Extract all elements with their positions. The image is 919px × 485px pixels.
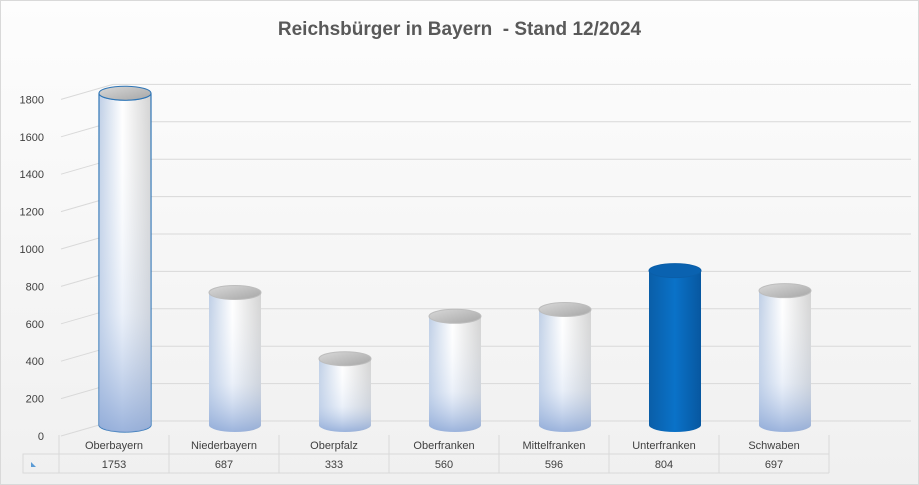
- bar-shade: [759, 290, 811, 432]
- data-label: 333: [325, 459, 343, 471]
- y-axis: 0 200 400 600 800 1000 1200 1400 1600 1800: [20, 94, 44, 443]
- bar-shade: [429, 316, 481, 432]
- x-tick-label: Oberbayern: [85, 440, 143, 452]
- bar-top: [428, 308, 482, 324]
- data-table: Oberbayern 1753 Niederbayern 687 Oberpfalz 33…: [22, 435, 830, 474]
- bar-shade: [319, 358, 371, 432]
- bar-shade: [209, 292, 261, 432]
- data-label: 596: [545, 459, 563, 471]
- x-tick-label: Schwaben: [748, 440, 799, 452]
- x-tick-label: Oberpfalz: [310, 440, 358, 452]
- bar-top: [318, 351, 372, 367]
- y-tick-label: 400: [26, 356, 44, 368]
- y-tick-label: 0: [38, 431, 44, 443]
- gridline-diag: [60, 83, 114, 100]
- y-tick-label: 1800: [20, 94, 44, 106]
- legend-key-icon: [31, 462, 36, 467]
- bar-top: [648, 263, 702, 279]
- y-tick-label: 1600: [20, 132, 44, 144]
- table-legend-cell: [22, 453, 60, 474]
- y-tick-label: 800: [26, 281, 44, 293]
- bar-top: [98, 85, 152, 101]
- bar-top: [208, 285, 262, 301]
- bar-top: [538, 302, 592, 318]
- y-tick-label: 1200: [20, 207, 44, 219]
- bar-top: [758, 283, 812, 299]
- x-tick-label: Niederbayern: [191, 440, 257, 452]
- bar-oberfranken: [428, 308, 482, 432]
- bar-mittelfranken: [538, 302, 592, 432]
- y-tick-label: 200: [26, 394, 44, 406]
- bar-unterfranken: [648, 263, 702, 432]
- y-tick-label: 600: [26, 319, 44, 331]
- chart-title: Reichsbürger in Bayern - Stand 12/2024: [277, 19, 642, 40]
- bar-body: [649, 270, 701, 432]
- x-tick-label: Unterfranken: [632, 440, 696, 452]
- data-label: 560: [435, 459, 453, 471]
- data-label: 687: [215, 459, 233, 471]
- y-tick-label: 1400: [20, 169, 44, 181]
- bars: [98, 85, 812, 433]
- data-label: 804: [655, 459, 673, 471]
- bar-oberpfalz: [318, 351, 372, 432]
- bar-schwaben: [758, 283, 812, 432]
- bar-niederbayern: [208, 285, 262, 432]
- x-tick-label: Oberfranken: [413, 440, 474, 452]
- y-tick-label: 1000: [20, 244, 44, 256]
- bar-shade: [539, 309, 591, 432]
- x-tick-label: Mittelfranken: [523, 440, 586, 452]
- data-label: 697: [765, 459, 783, 471]
- data-label: 1753: [102, 459, 126, 471]
- bar-oberbayern: [98, 85, 152, 433]
- bar-shade: [99, 93, 151, 433]
